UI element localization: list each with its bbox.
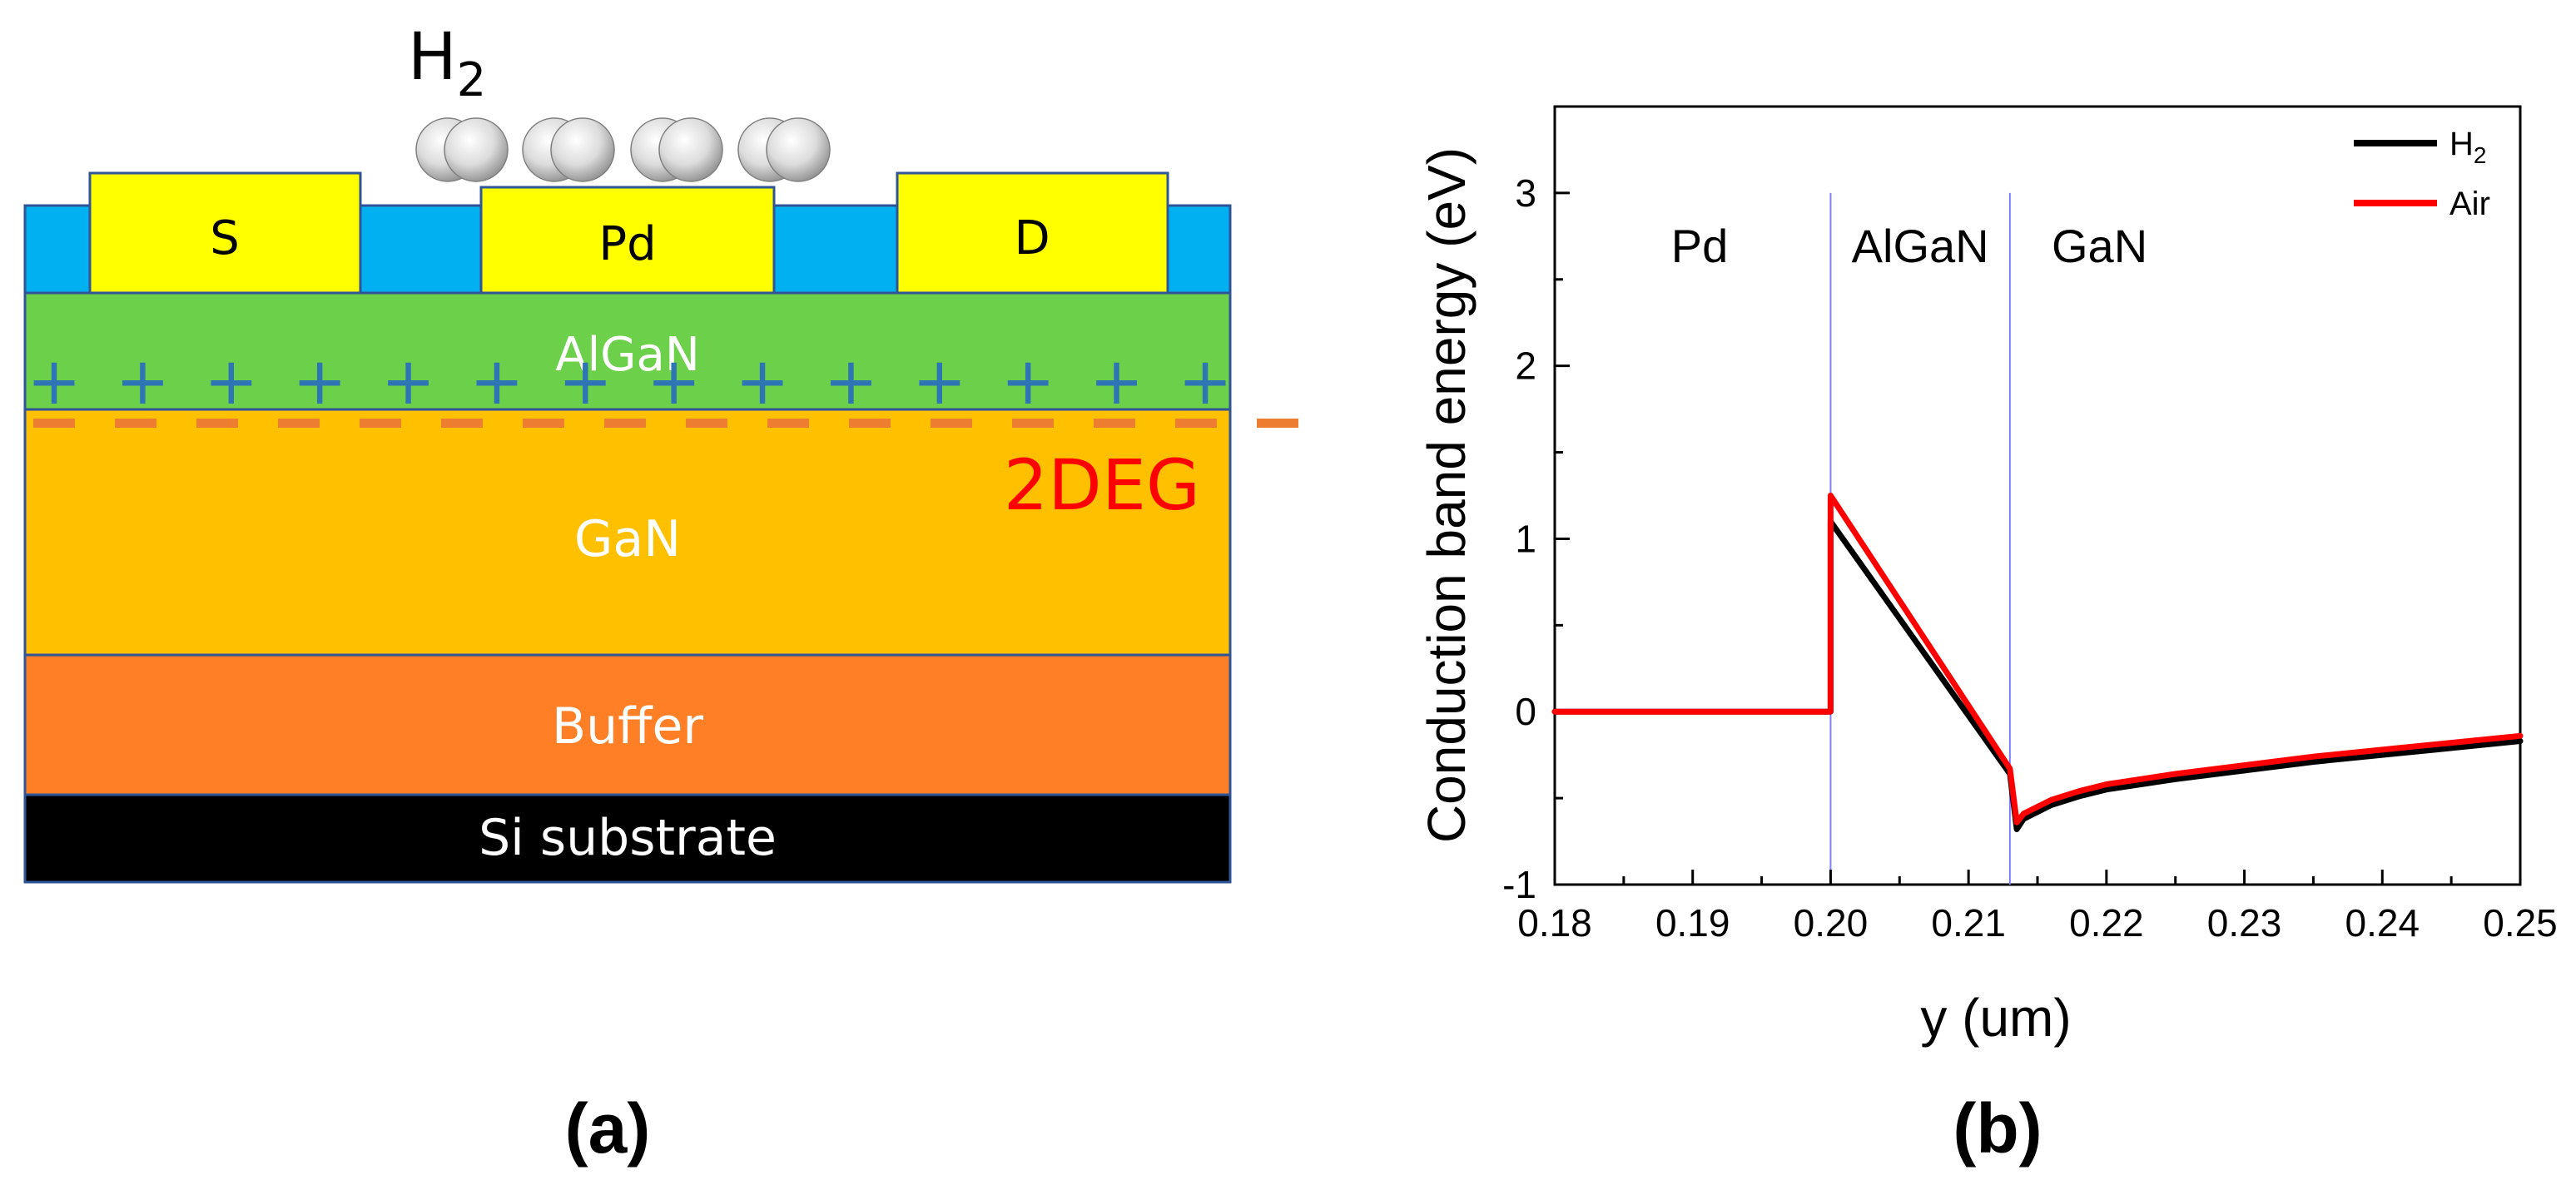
positive-charge-row: + + + + + + + + + + + + + +	[27, 345, 1232, 419]
positive-charge: +	[469, 345, 524, 419]
legend-entry: Air	[2354, 186, 2490, 222]
positive-charge: +	[912, 345, 966, 419]
negative-charge	[523, 419, 564, 428]
series-lines	[1551, 493, 2524, 832]
x-tick-label: 0.23	[2207, 901, 2282, 945]
negative-charge	[931, 419, 972, 428]
region-label: GaN	[2052, 220, 2147, 272]
positive-charge: +	[735, 345, 789, 419]
negative-charge	[686, 419, 727, 428]
series-line-h2	[1551, 518, 2524, 832]
positive-charge: +	[292, 345, 346, 419]
y-axis-label: Conduction band energy (eV)	[1417, 147, 1477, 843]
caption-a: (a)	[565, 1089, 651, 1168]
h2-molecules	[415, 117, 831, 182]
negative-charge	[115, 419, 156, 428]
negative-charge	[33, 419, 75, 428]
positive-charge: +	[381, 345, 435, 419]
negative-charge	[1012, 419, 1054, 428]
positive-charge: +	[824, 345, 878, 419]
x-tick-label: 0.18	[1517, 901, 1592, 945]
h2-label: H2	[408, 20, 486, 107]
negative-charge	[604, 419, 646, 428]
positive-charge: +	[1089, 345, 1144, 419]
x-tick-label: 0.21	[1931, 901, 2006, 945]
algan-label: AlGaN	[555, 328, 699, 382]
gan-label: GaN	[574, 510, 681, 568]
y-tick-label: 2	[1515, 345, 1536, 388]
negative-charge	[278, 419, 320, 428]
x-tick-label: 0.25	[2483, 901, 2558, 945]
buffer-label: Buffer	[552, 697, 703, 756]
negative-charge	[1175, 419, 1217, 428]
h2-molecule	[630, 117, 723, 182]
source-label: S	[210, 211, 240, 265]
x-axis-label: y (um)	[1920, 988, 2071, 1048]
legend-label: H2	[2449, 126, 2486, 168]
si-substrate-layer	[23, 793, 1232, 884]
y-axis-ticks: -1 0 1 2 3	[1502, 171, 1570, 906]
gate-label: Pd	[598, 217, 656, 271]
region-label: Pd	[1671, 220, 1729, 272]
buffer-layer	[23, 653, 1232, 796]
positive-charge: +	[27, 345, 81, 419]
h2-molecule	[737, 117, 831, 182]
h2-molecule	[415, 117, 509, 182]
positive-charge: +	[1178, 345, 1232, 419]
positive-charge: +	[558, 345, 613, 419]
substrate-label: Si substrate	[479, 809, 777, 867]
conduction-band-chart: 0.18 0.19 0.20 0.21 0.22 0.23 0.24 0.25 -10123 …	[1417, 105, 2558, 1168]
legend-entry: H2	[2354, 126, 2486, 168]
algan-layer	[23, 291, 1232, 411]
region-label: AlGaN	[1852, 220, 1989, 272]
series-line-air	[1551, 493, 2524, 826]
x-tick-label: 0.19	[1655, 901, 1730, 945]
h2-molecule	[522, 117, 615, 182]
drain-label: D	[1014, 211, 1050, 265]
caption-b: (b)	[1953, 1089, 2042, 1168]
positive-charge: +	[1001, 345, 1055, 419]
2deg-label: 2DEG	[1004, 444, 1200, 526]
negative-charge	[360, 419, 401, 428]
negative-charge-row	[33, 419, 1298, 428]
y-tick-label: -1	[1502, 863, 1536, 906]
source-contact	[88, 171, 362, 295]
x-tick-label: 0.22	[2069, 901, 2144, 945]
x-tick-label: 0.20	[1794, 901, 1869, 945]
y-tick-label: 3	[1515, 171, 1536, 215]
x-tick-label: 0.24	[2345, 901, 2420, 945]
positive-charge: +	[116, 345, 170, 419]
y-tick-label: 1	[1515, 517, 1536, 560]
negative-charge	[1257, 419, 1298, 428]
positive-charge: +	[204, 345, 258, 419]
negative-charge	[196, 419, 238, 428]
negative-charge	[441, 419, 483, 428]
negative-charge	[849, 419, 891, 428]
negative-charge	[767, 419, 809, 428]
drain-contact	[896, 171, 1169, 295]
legend: H2 Air	[2354, 126, 2490, 222]
negative-charge	[1094, 419, 1135, 428]
region-labels: Pd AlGaN GaN	[1671, 220, 2147, 272]
x-axis-ticks: 0.18 0.19 0.20 0.21 0.22 0.23 0.24 0.25	[1517, 870, 2558, 945]
gate-contact	[479, 186, 776, 295]
legend-label: Air	[2449, 186, 2490, 222]
positive-charge: +	[647, 345, 701, 419]
device-schematic: S Pd D AlGaN GaN Buffer Si substrate + + +…	[23, 20, 1298, 1168]
y-tick-label: 0	[1515, 690, 1536, 733]
